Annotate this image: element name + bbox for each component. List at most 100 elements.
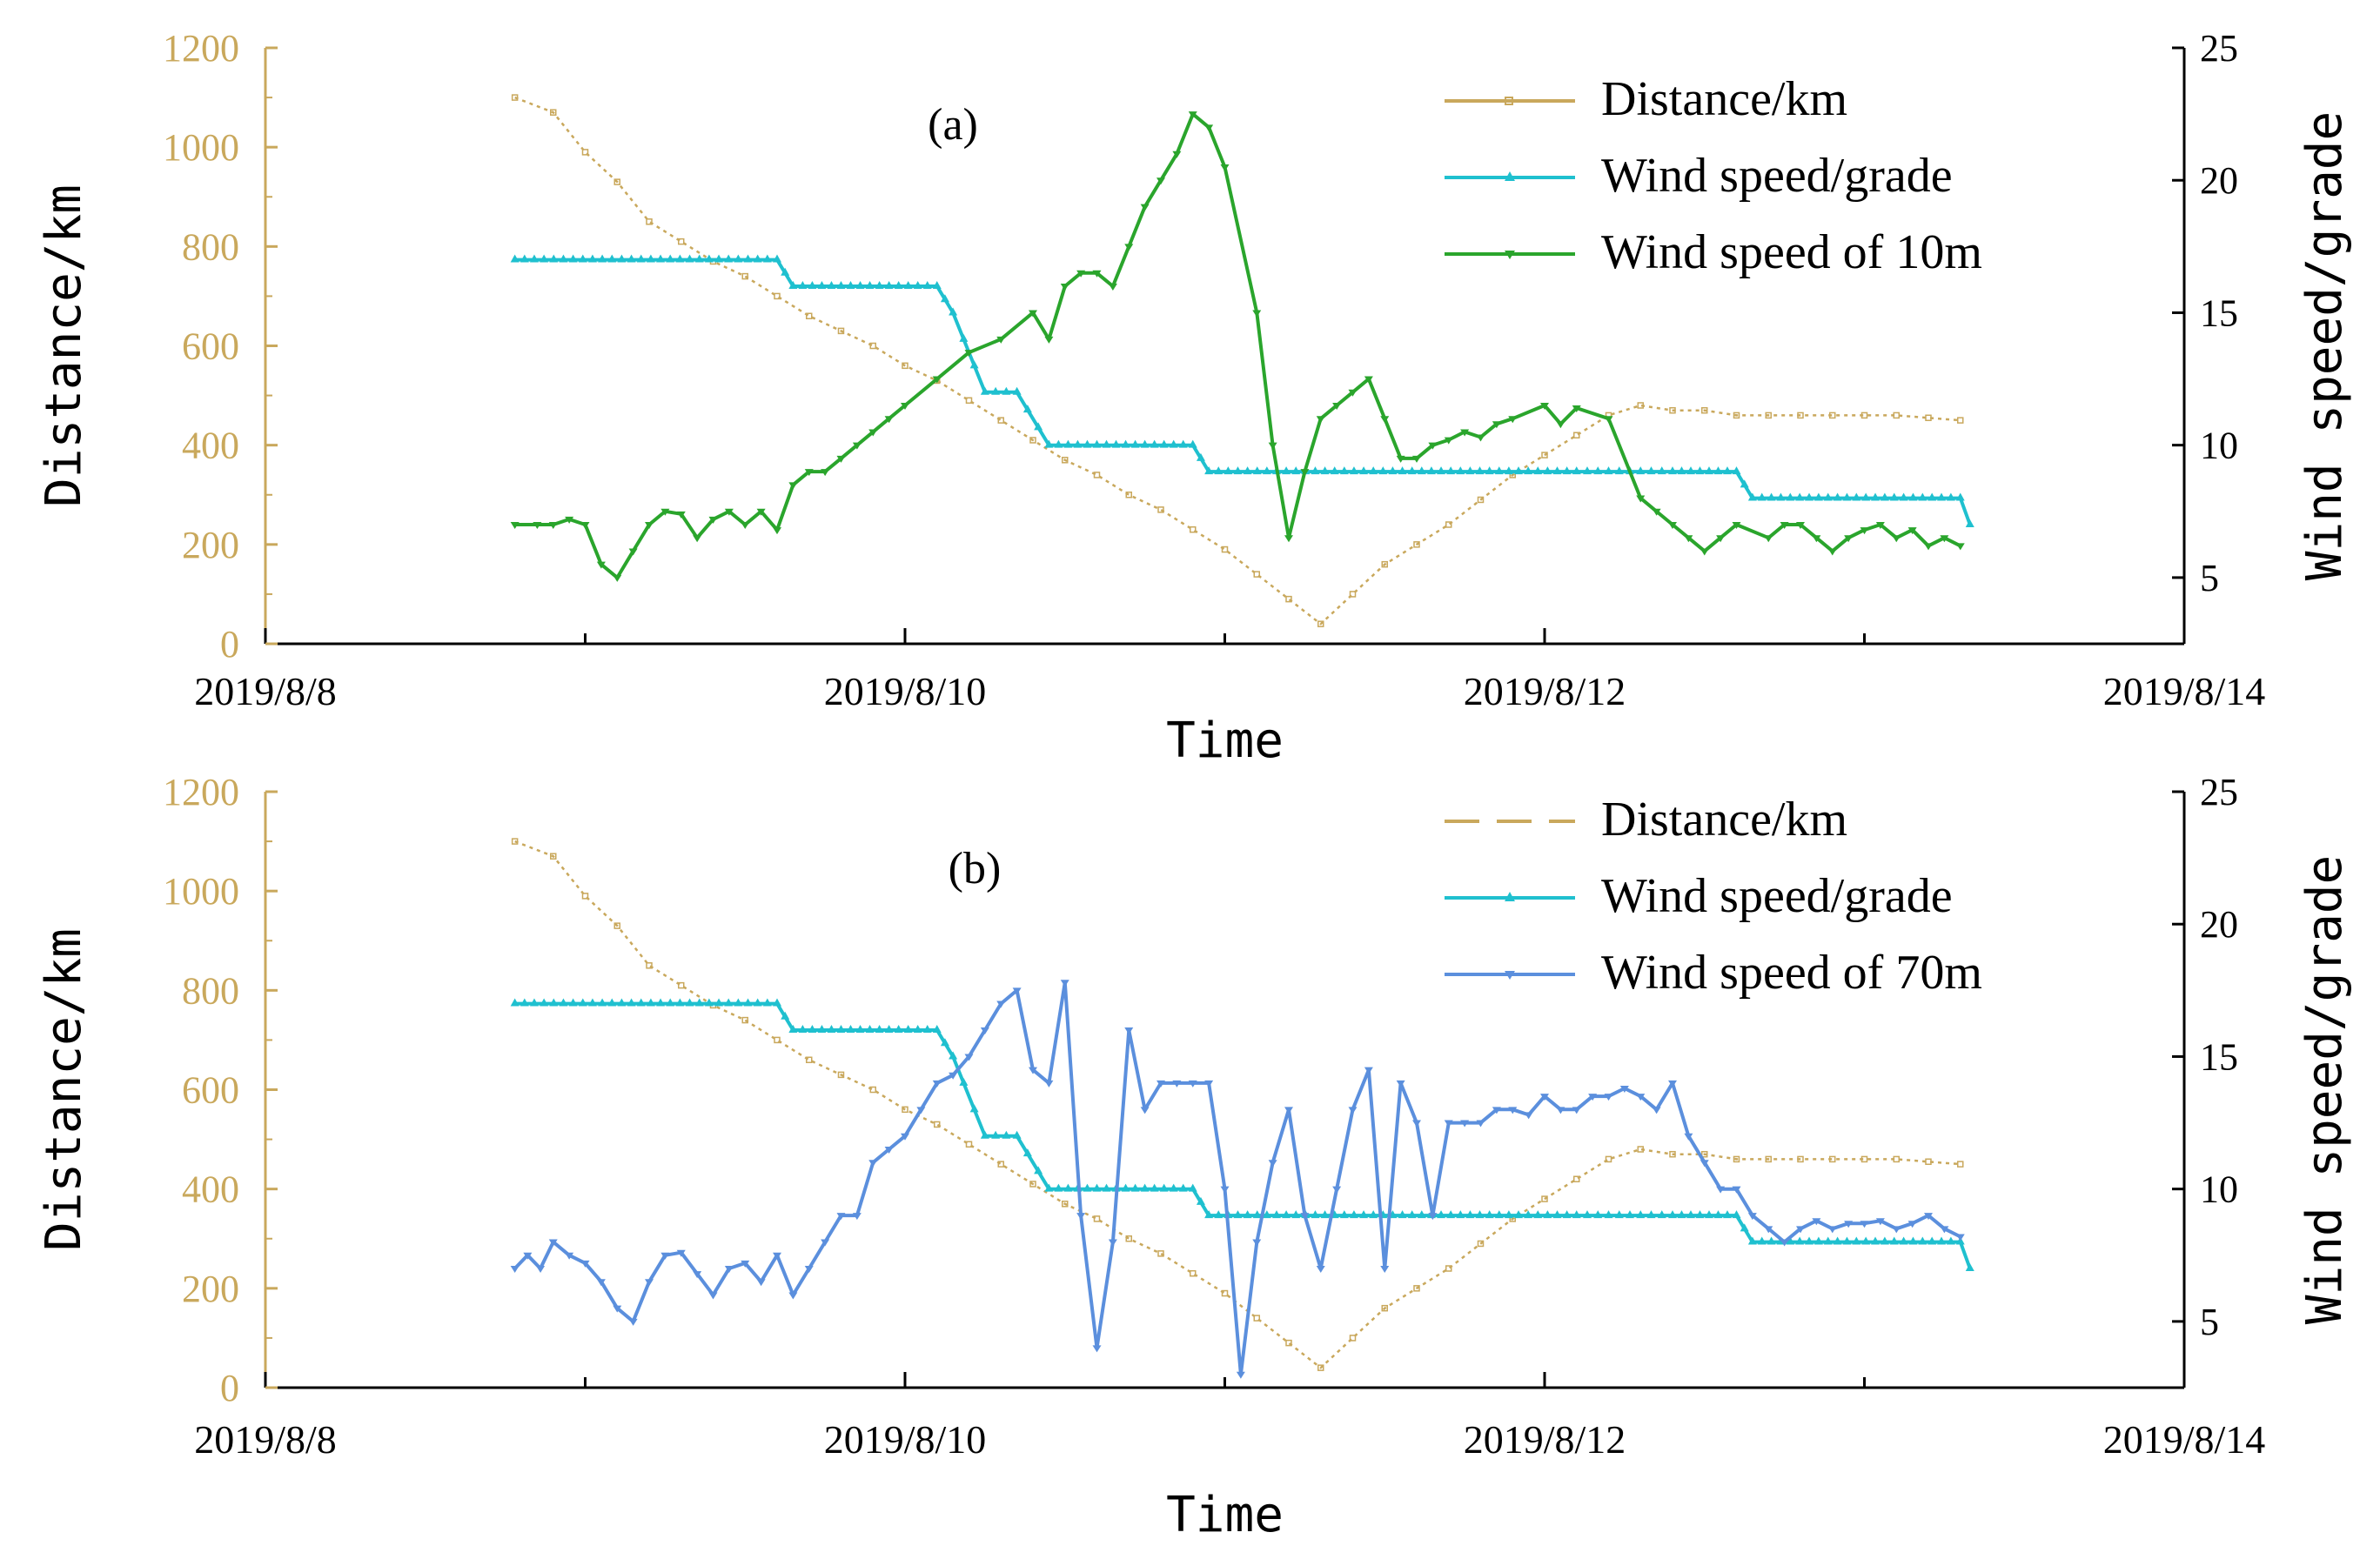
grade-marker xyxy=(969,360,979,369)
grade-marker xyxy=(1636,466,1646,475)
grade-marker xyxy=(1426,466,1436,475)
grade-marker xyxy=(1012,386,1022,395)
wind-marker xyxy=(1252,1239,1262,1247)
grade-marker xyxy=(1795,492,1805,501)
distance-marker xyxy=(550,109,557,116)
wind-marker xyxy=(884,416,894,424)
wind-marker xyxy=(1652,508,1661,516)
distance-marker xyxy=(1957,417,1964,424)
grade-marker xyxy=(646,254,655,263)
wind-marker xyxy=(613,574,622,582)
x-tick-label: 2019/8/12 xyxy=(1464,669,1626,713)
series-line-wind-speed-grade xyxy=(514,258,1972,525)
grade-marker xyxy=(1054,439,1063,448)
grade-marker xyxy=(875,281,884,289)
grade-marker xyxy=(808,1025,817,1033)
y-right-tick-label: 20 xyxy=(2200,903,2238,946)
wind-marker xyxy=(580,1260,590,1268)
grade-marker xyxy=(1494,466,1504,475)
y-left-tick-label: 0 xyxy=(220,1367,239,1409)
wind-marker xyxy=(932,1080,942,1088)
wind-marker xyxy=(1092,270,1102,278)
wind-marker xyxy=(1268,1160,1277,1168)
grade-marker xyxy=(1083,1183,1092,1192)
wind-marker xyxy=(1924,543,1933,551)
wind-marker xyxy=(996,336,1006,344)
grade-marker xyxy=(1102,439,1111,448)
grade-marker xyxy=(1320,1210,1330,1219)
distance-marker xyxy=(902,1106,908,1114)
grade-marker xyxy=(1723,466,1732,475)
wind-marker xyxy=(741,1260,750,1268)
wind-marker xyxy=(1188,111,1197,119)
wind-marker xyxy=(836,455,846,463)
grade-marker xyxy=(1946,1236,1955,1245)
wind-marker xyxy=(1140,204,1150,211)
panel-a: 2019/8/8 2019/8/10 2019/8/12 2019/8/14 0 200 4… xyxy=(36,27,2353,769)
distance-marker xyxy=(1190,1269,1197,1277)
grade-marker xyxy=(520,254,529,263)
grade-marker xyxy=(636,998,646,1007)
distance-marker xyxy=(774,1036,781,1044)
wind-marker xyxy=(693,535,702,543)
grade-marker xyxy=(1140,1183,1150,1192)
wind-marker xyxy=(1668,522,1677,529)
grade-marker xyxy=(1723,1210,1732,1219)
grade-marker xyxy=(1823,492,1833,501)
distance-marker xyxy=(869,1086,876,1094)
grade-marker xyxy=(1504,466,1513,475)
grade-marker xyxy=(704,254,714,263)
wind-marker xyxy=(1380,416,1390,424)
wind-marker xyxy=(756,1279,766,1287)
distance-marker xyxy=(1253,571,1260,578)
distance-marker xyxy=(1637,402,1644,409)
y-left-tick-label: 400 xyxy=(182,1168,239,1211)
wind-marker xyxy=(1780,522,1789,529)
distance-marker xyxy=(1413,541,1420,548)
grade-marker xyxy=(1359,1210,1369,1219)
grade-marker xyxy=(1657,466,1666,475)
distance-marker xyxy=(1893,412,1900,419)
grade-marker xyxy=(1159,439,1169,448)
wind-marker xyxy=(1844,1221,1854,1228)
grade-marker xyxy=(1543,1210,1552,1219)
grade-marker xyxy=(1150,1183,1159,1192)
wind-marker xyxy=(1316,1266,1325,1273)
distance-marker xyxy=(1637,1146,1644,1153)
grade-marker xyxy=(1786,1236,1795,1245)
grade-marker xyxy=(1002,1130,1011,1139)
wind-marker xyxy=(1716,535,1726,543)
grade-marker xyxy=(1063,439,1073,448)
grade-marker xyxy=(666,254,675,263)
distance-marker xyxy=(1125,1235,1132,1242)
distance-marker xyxy=(1317,620,1324,627)
distance-marker xyxy=(1125,492,1132,499)
wind-marker xyxy=(1076,270,1086,278)
wind-marker xyxy=(1316,416,1325,424)
grade-marker xyxy=(656,254,666,263)
wind-marker xyxy=(628,548,638,556)
grade-marker xyxy=(836,1025,846,1033)
distance-marker xyxy=(1285,595,1292,603)
grade-marker xyxy=(959,1077,969,1086)
grade-marker xyxy=(1604,466,1613,475)
grade-marker xyxy=(704,998,714,1007)
grade-marker xyxy=(1233,466,1243,475)
grade-marker xyxy=(1369,1210,1378,1219)
wind-marker xyxy=(1636,495,1646,503)
y-left-tick-label: 200 xyxy=(182,1268,239,1310)
wind-marker xyxy=(1332,403,1342,410)
grade-marker xyxy=(1543,466,1552,475)
wind-marker xyxy=(1492,421,1501,429)
x-axis-title: Time xyxy=(1166,713,1284,769)
distance-marker xyxy=(1477,1240,1485,1248)
grade-marker xyxy=(1861,1236,1871,1245)
y-left-tick-label: 1000 xyxy=(163,126,239,169)
legend-label: Wind speed/grade xyxy=(1601,149,1953,203)
grade-marker xyxy=(714,998,724,1007)
grade-marker xyxy=(510,254,520,263)
grade-marker xyxy=(949,307,958,316)
wind-marker xyxy=(1380,1266,1390,1273)
grade-marker xyxy=(1178,1183,1188,1192)
wind-marker xyxy=(1636,1094,1646,1101)
